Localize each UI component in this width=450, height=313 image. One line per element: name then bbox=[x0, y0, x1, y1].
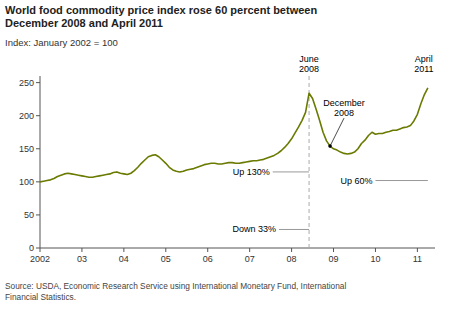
annotation-dot bbox=[328, 144, 332, 148]
x-tick-label: 06 bbox=[203, 254, 213, 264]
x-tick-label: 2002 bbox=[30, 254, 50, 264]
y-tick-label: 100 bbox=[19, 177, 34, 187]
y-tick bbox=[36, 248, 40, 249]
x-tick-label: 07 bbox=[245, 254, 255, 264]
plot-area bbox=[40, 76, 428, 248]
x-tick-label: 08 bbox=[287, 254, 297, 264]
source: Source: USDA, Economic Research Service … bbox=[5, 281, 346, 302]
x-tick bbox=[291, 248, 292, 252]
annotation: Down 33% bbox=[232, 224, 276, 234]
annotation: June2008 bbox=[299, 54, 319, 74]
title: World food commodity price index rose 60… bbox=[5, 4, 317, 29]
annotation: April2011 bbox=[414, 54, 433, 74]
annotation-connector bbox=[330, 118, 344, 146]
x-tick-label: 09 bbox=[329, 254, 339, 264]
x-tick bbox=[249, 248, 250, 252]
y-tick bbox=[36, 181, 40, 182]
y-tick bbox=[36, 115, 40, 116]
y-tick bbox=[36, 214, 40, 215]
annotation: Up 60% bbox=[340, 176, 372, 186]
reference-line bbox=[309, 76, 310, 248]
y-tick bbox=[36, 148, 40, 149]
y-tick-label: 50 bbox=[24, 210, 34, 220]
annotation-line bbox=[375, 180, 427, 181]
x-tick-label: 04 bbox=[119, 254, 129, 264]
x-tick bbox=[165, 248, 166, 252]
x-tick bbox=[375, 248, 376, 252]
annotation: Up 130% bbox=[233, 167, 270, 177]
annotation-line bbox=[273, 171, 309, 172]
x-tick-label: 11 bbox=[413, 254, 422, 264]
y-tick-label: 250 bbox=[19, 78, 34, 88]
x-tick bbox=[333, 248, 334, 252]
y-tick-label: 150 bbox=[19, 144, 34, 154]
x-tick-label: 03 bbox=[77, 254, 87, 264]
y-axis-line bbox=[40, 76, 41, 248]
x-tick bbox=[123, 248, 124, 252]
y-tick bbox=[36, 82, 40, 83]
data-line bbox=[40, 88, 428, 182]
x-tick bbox=[417, 248, 418, 252]
annotation: December2008 bbox=[323, 98, 365, 118]
y-tick-label: 0 bbox=[29, 243, 34, 253]
subtitle: Index: January 2002 = 100 bbox=[5, 37, 118, 48]
x-tick-label: 10 bbox=[370, 254, 380, 264]
annotation-line bbox=[279, 229, 309, 230]
x-tick bbox=[207, 248, 208, 252]
x-tick-label: 05 bbox=[161, 254, 171, 264]
x-tick bbox=[81, 248, 82, 252]
x-tick bbox=[40, 248, 41, 252]
chart: World food commodity price index rose 60… bbox=[0, 0, 450, 313]
y-tick-label: 200 bbox=[19, 111, 34, 121]
